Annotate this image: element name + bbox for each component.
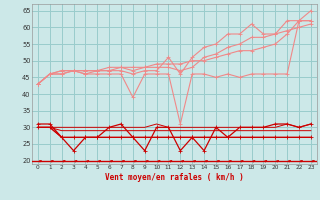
X-axis label: Vent moyen/en rafales ( km/h ): Vent moyen/en rafales ( km/h )	[105, 173, 244, 182]
